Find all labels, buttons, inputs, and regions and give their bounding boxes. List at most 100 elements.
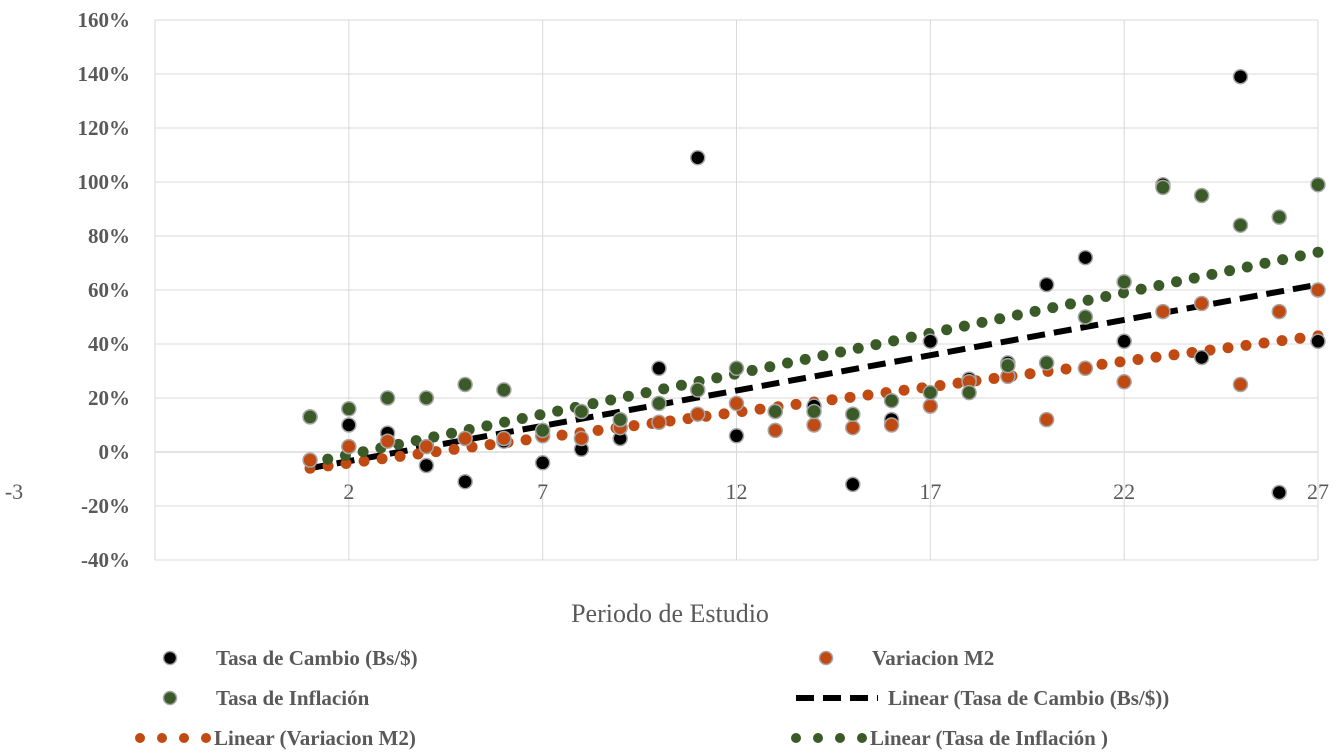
- data-point: [806, 403, 822, 420]
- data-point: [1232, 376, 1249, 393]
- data-point: [341, 401, 357, 417]
- data-point: [728, 395, 745, 412]
- data-point: [379, 433, 396, 449]
- y-tick-label: 0%: [99, 440, 131, 464]
- trendline-dot: [340, 457, 352, 469]
- data-point: [496, 430, 512, 447]
- y-tick-label: 100%: [78, 170, 131, 194]
- data-point: [845, 476, 861, 493]
- trendline-dot: [862, 389, 874, 401]
- trendline-dot: [675, 379, 687, 391]
- data-point: [341, 417, 357, 433]
- data-point: [961, 384, 977, 401]
- data-point: [1000, 357, 1016, 374]
- data-point: [845, 406, 861, 422]
- data-points: [302, 68, 1326, 501]
- trendline-dot: [1047, 302, 1059, 314]
- data-point: [1310, 176, 1326, 193]
- data-point: [496, 382, 512, 398]
- trendline-dot: [1171, 276, 1183, 288]
- x-tick-label: 12: [726, 479, 748, 504]
- data-point: [1038, 411, 1055, 428]
- y-tick-label: 120%: [78, 116, 131, 140]
- trendline-dot: [870, 339, 882, 351]
- trendline-dot: [941, 324, 953, 336]
- data-point: [1077, 309, 1094, 325]
- trendline-dot: [976, 316, 988, 328]
- y-tick-label: 60%: [88, 278, 130, 302]
- trendline-dot: [357, 446, 369, 458]
- y-tick-label: 80%: [88, 224, 130, 248]
- legend-item: Tasa de Inflación: [162, 686, 370, 710]
- trendline-dot: [746, 364, 758, 376]
- trendline-dot: [520, 434, 532, 446]
- x-tick-label: 2: [343, 479, 354, 504]
- y-tick-label: 20%: [88, 386, 130, 410]
- legend-label: Tasa de Inflación: [216, 686, 370, 710]
- trendline-dot: [898, 384, 910, 396]
- trendline-dot: [934, 380, 946, 392]
- trendline-dot: [852, 342, 864, 354]
- data-point: [806, 417, 822, 433]
- trendline-dot: [1259, 257, 1271, 269]
- trendline-dot: [658, 383, 670, 395]
- data-point: [534, 455, 551, 471]
- trendline-dot: [988, 372, 1000, 384]
- trendline-dot: [1294, 250, 1306, 262]
- x-tick-label: 17: [919, 479, 941, 504]
- trendline-dot: [392, 438, 404, 450]
- trendline-dot: [484, 439, 496, 451]
- trendline-dot: [1241, 261, 1253, 273]
- trendline-dot: [844, 391, 856, 403]
- trendline-dot: [1153, 279, 1165, 291]
- data-point: [1193, 187, 1210, 204]
- trendline-dot: [1100, 291, 1112, 303]
- data-point: [883, 417, 900, 433]
- trendline-dot: [628, 420, 640, 432]
- trendline-dot: [499, 416, 511, 428]
- axis-ticks: -40% -20% 0% 20% 40% 60% 80% 100% 120% 140% 160% -3…: [5, 8, 1329, 572]
- trendline-dot: [799, 353, 811, 365]
- trendline-dot: [428, 431, 440, 443]
- trendline-dot: [1312, 246, 1324, 258]
- data-point: [922, 398, 939, 414]
- data-point: [1271, 209, 1287, 225]
- trendline-dot: [952, 377, 964, 389]
- x-tick-label: 22: [1113, 479, 1135, 504]
- trendline-dot: [1188, 272, 1200, 284]
- data-point: [573, 430, 590, 447]
- legend-marker: [818, 650, 834, 666]
- legend-item: Linear (Tasa de Cambio (Bs/$)): [796, 686, 1169, 710]
- data-point: [689, 149, 706, 166]
- data-point: [1116, 374, 1132, 390]
- trendline-dot: [1029, 305, 1041, 317]
- trendline-dot: [1064, 298, 1076, 310]
- data-point: [341, 438, 357, 455]
- trendline-dot: [754, 403, 766, 415]
- trendline-dot: [592, 424, 604, 436]
- legend-dot: [813, 733, 823, 743]
- data-point: [689, 406, 706, 422]
- legend: Tasa de Cambio (Bs/$) Variacion M2 Tasa de…: [135, 646, 1169, 750]
- legend-dot: [857, 733, 867, 743]
- x-axis-title: Periodo de Estudio: [571, 599, 769, 628]
- trendline-dot: [1258, 337, 1270, 349]
- trendline-dot: [958, 320, 970, 332]
- trendline-dot: [664, 415, 676, 427]
- trendline-dot: [446, 427, 458, 439]
- legend-label: Linear (Variacion M2): [214, 726, 416, 750]
- legend-marker: [162, 690, 178, 706]
- data-point: [1310, 333, 1326, 350]
- trendline-dot: [1114, 356, 1126, 368]
- trendline-dot: [1294, 332, 1306, 344]
- x-tick-label: 7: [537, 479, 548, 504]
- trendline-dot: [1276, 335, 1288, 347]
- data-point: [1193, 295, 1210, 312]
- data-point: [418, 390, 435, 406]
- y-tick-label: -40%: [81, 548, 130, 572]
- trendline-dot: [587, 398, 599, 410]
- data-point: [1155, 303, 1171, 320]
- data-point: [1232, 68, 1249, 85]
- data-point: [457, 376, 473, 393]
- data-point: [1077, 249, 1094, 266]
